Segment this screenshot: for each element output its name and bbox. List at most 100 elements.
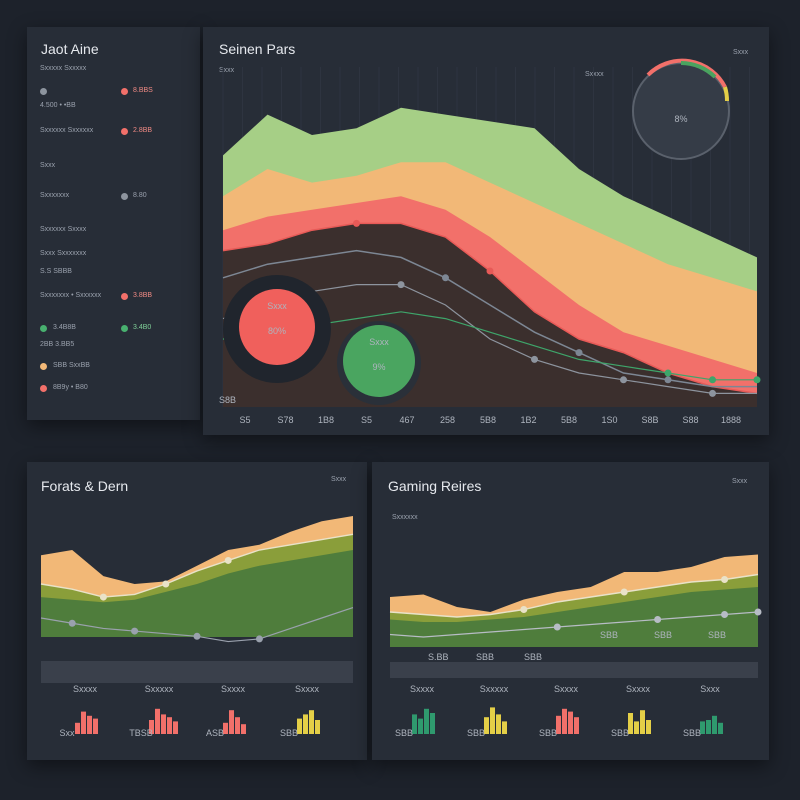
gauge-arc-yellow — [723, 86, 730, 102]
y-tick-label: S8B — [219, 395, 236, 405]
bar — [574, 717, 579, 734]
bar — [700, 721, 705, 734]
bar — [646, 720, 651, 734]
bar — [87, 715, 92, 734]
x-tick-label: S5 — [239, 415, 250, 425]
bar-group-caption: Sxxxxx — [480, 684, 509, 694]
x-tick-label: 1B8 — [318, 415, 334, 425]
bubble-green-value: 9% — [372, 362, 385, 372]
tick-label: SBB — [708, 630, 726, 640]
bar — [418, 718, 423, 734]
bar-group-caption: Sxxxx — [626, 684, 651, 694]
forats-panel: Forats & Dern Sxxx Sxx BB SxxxxSxxSxxxxx… — [27, 462, 367, 760]
forats-title: Forats & Dern — [41, 478, 129, 494]
row-bullet-dot — [40, 363, 47, 370]
forats-line-low-point — [68, 619, 76, 627]
gaming-line-low-point — [654, 616, 662, 623]
forats-corner-label: Sxxx — [331, 476, 347, 483]
bubble-green — [343, 325, 415, 397]
bar-group-caption: Sxxxxx — [145, 684, 174, 694]
gaming-title: Gaming Reires — [388, 478, 482, 494]
bubble-red-value: 80% — [268, 326, 286, 336]
main-series-line-light-point — [531, 355, 538, 363]
main-legend-label: Sxxxx — [585, 71, 604, 78]
x-tick-label: 258 — [440, 415, 455, 425]
stat-row-value: 3.8BB — [133, 292, 153, 299]
bar — [424, 708, 429, 734]
main-chart-subtitle: Sxxx — [219, 67, 235, 74]
forats-line-top-point — [162, 580, 170, 588]
main-area-chart: S5 S78 1B8 S5 467 258 5B8 1B2 5B8 1S0 S8B S88 1888 S8… — [219, 58, 761, 425]
stat-row-label: Sxxxxxx Sxxxxxx — [40, 127, 94, 134]
gaming-line-low-point — [721, 611, 729, 618]
x-tick-label: 5B8 — [561, 415, 577, 425]
bar-group-caption: Sxxxx — [410, 684, 435, 694]
bubble-green-label: Sxxx — [369, 337, 389, 347]
bar-group-caption: Sxxxx — [554, 684, 579, 694]
main-series-line-green-point — [664, 369, 672, 377]
bar-group-label: ASB — [206, 728, 224, 738]
forats-line-low-point — [131, 627, 139, 635]
stat-row-dot — [121, 325, 128, 332]
main-series-line-grey-point — [575, 349, 583, 357]
stat-row-label: SBB SxxBB — [53, 362, 90, 369]
x-tick-label: 1S0 — [601, 415, 617, 425]
bar — [496, 714, 501, 734]
bar — [490, 707, 495, 734]
bar — [502, 721, 507, 734]
stat-row-value: 8.BBS — [133, 87, 153, 94]
stat-row-label: Sxxx Sxxxxxxx — [40, 250, 87, 257]
bar-group-label: SBB — [467, 728, 485, 738]
bar — [297, 718, 302, 734]
bar — [155, 708, 160, 734]
gaming-line-top — [389, 573, 759, 618]
stat-row-label: 4.500 • •BB — [40, 102, 76, 109]
marker-label: SBB — [524, 652, 542, 662]
stat-row-dot — [121, 128, 128, 135]
area-series-2 — [41, 550, 353, 637]
bar — [75, 722, 80, 734]
bar — [712, 715, 717, 734]
bar — [161, 714, 166, 734]
x-tick-label: S88 — [682, 415, 698, 425]
tick-label: SBB — [600, 630, 618, 640]
tick-label: SBB — [654, 630, 672, 640]
bar — [309, 710, 314, 734]
bar — [81, 711, 86, 734]
bubble-red-label: Sxxx — [267, 301, 287, 311]
forats-line-top-point — [99, 593, 107, 601]
gaming-area-chart: S.BB SBB SBB SBB SBB SBB Sxxxx SBB Sxxxxx SBB Sxxx… — [389, 554, 762, 738]
stat-row-label: 3.4B8B — [53, 324, 76, 331]
gauge-value: 8% — [674, 114, 687, 124]
main-series-line-light-point — [620, 376, 627, 384]
main-series-line-green-point — [753, 376, 761, 384]
marker-label: SBB — [476, 652, 494, 662]
bar — [706, 720, 711, 734]
bar — [235, 717, 240, 734]
row-bullet-dot — [40, 385, 47, 392]
bar — [484, 717, 489, 734]
stat-row-label: Sxxxxxx Sxxxx — [40, 226, 87, 233]
main-chart-panel: Seinen Pars Sxxx Sxxxx Sxxx S5 S78 1B8 S5 46… — [203, 27, 769, 435]
gaming-line-top-point — [620, 588, 628, 596]
bar — [718, 722, 723, 734]
bar — [241, 724, 246, 734]
bar — [412, 714, 417, 734]
gaming-line-top-point — [520, 606, 528, 613]
marker-label: S.BB — [428, 652, 449, 662]
gauge-arc-red — [646, 58, 727, 88]
main-series-line-grey-point — [664, 376, 672, 384]
stat-row-dot — [121, 293, 128, 300]
bubble-red — [239, 289, 315, 365]
gaming-line-low-point — [754, 608, 762, 616]
stat-row-label: Sxxxxxxx — [40, 192, 70, 199]
stat-row-label: Sxxx — [40, 162, 56, 169]
bar — [173, 721, 178, 734]
bar-group-label: TBSB — [129, 728, 153, 738]
bar-group-label: Sxx — [59, 728, 75, 738]
bar — [556, 715, 561, 734]
bar — [640, 710, 645, 734]
stat-row-value: 3.4B0 — [133, 324, 152, 331]
bar — [430, 713, 435, 734]
bar — [562, 708, 567, 734]
